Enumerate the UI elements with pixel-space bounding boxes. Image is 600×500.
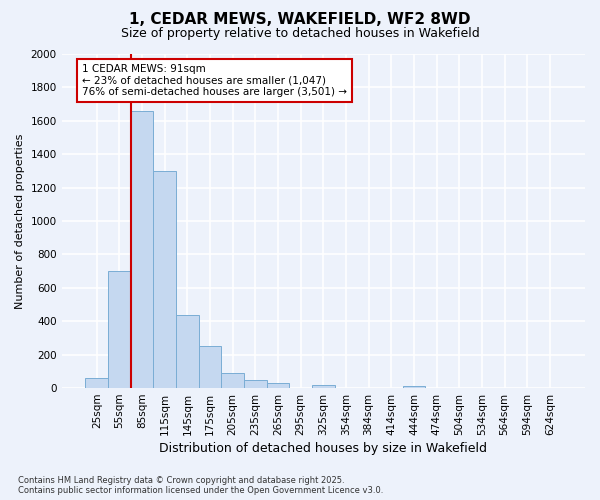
Bar	[244, 380, 266, 388]
Bar	[108, 271, 131, 388]
Bar	[266, 383, 289, 388]
Bar	[131, 111, 154, 388]
Text: 1 CEDAR MEWS: 91sqm
← 23% of detached houses are smaller (1,047)
76% of semi-det: 1 CEDAR MEWS: 91sqm ← 23% of detached ho…	[82, 64, 347, 97]
Bar	[199, 346, 221, 388]
Text: Contains HM Land Registry data © Crown copyright and database right 2025.
Contai: Contains HM Land Registry data © Crown c…	[18, 476, 383, 495]
X-axis label: Distribution of detached houses by size in Wakefield: Distribution of detached houses by size …	[160, 442, 487, 455]
Bar	[312, 384, 335, 388]
Bar	[85, 378, 108, 388]
Text: 1, CEDAR MEWS, WAKEFIELD, WF2 8WD: 1, CEDAR MEWS, WAKEFIELD, WF2 8WD	[129, 12, 471, 28]
Y-axis label: Number of detached properties: Number of detached properties	[15, 134, 25, 308]
Bar	[176, 314, 199, 388]
Bar	[154, 171, 176, 388]
Bar	[403, 386, 425, 388]
Text: Size of property relative to detached houses in Wakefield: Size of property relative to detached ho…	[121, 28, 479, 40]
Bar	[221, 373, 244, 388]
